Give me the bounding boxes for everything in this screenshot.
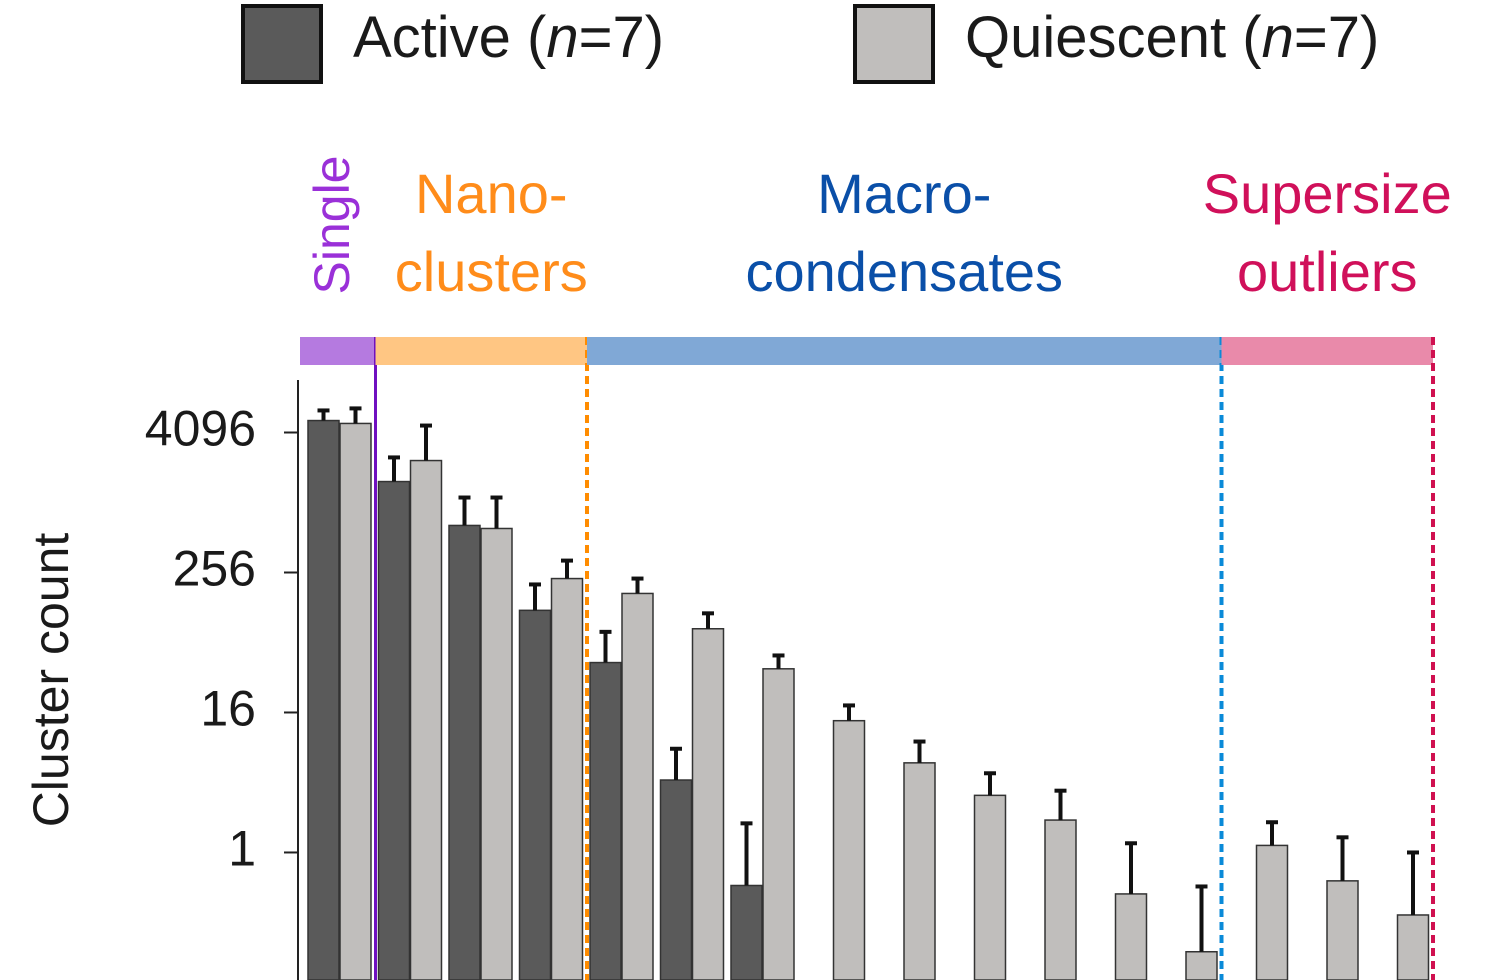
region-label: Macro- [817, 162, 991, 225]
error-bar [1125, 841, 1137, 894]
error-bar [599, 629, 612, 663]
error-bar [349, 406, 362, 424]
bar [448, 524, 481, 980]
error-bar [631, 576, 644, 594]
y-tick-label: 256 [173, 541, 256, 597]
legend-label: Quiescent (n=7) [965, 5, 1379, 70]
bar [480, 527, 513, 980]
bar [1185, 950, 1218, 980]
error-bar [1195, 884, 1208, 952]
bar [730, 884, 763, 980]
error-bar [529, 582, 541, 611]
bar [621, 592, 654, 980]
bar [691, 628, 725, 980]
error-bar [490, 495, 503, 529]
error-bar [843, 703, 855, 721]
region-band [587, 337, 1222, 365]
region-label: Single [304, 156, 360, 295]
error-bar [1266, 820, 1278, 846]
error-bar [388, 455, 400, 482]
bar [377, 480, 411, 980]
region-label: Supersize [1203, 162, 1452, 225]
legend-swatch [853, 4, 935, 84]
y-tick-label: 1 [228, 821, 256, 877]
bar [550, 577, 584, 980]
error-bar [670, 746, 682, 781]
y-axis-label: Cluster count [23, 533, 79, 828]
error-bar [913, 739, 926, 763]
bar [409, 459, 443, 980]
bar [903, 762, 936, 980]
bar [659, 779, 693, 980]
bar [1326, 880, 1359, 980]
error-bar [740, 821, 753, 886]
legend-swatch [241, 4, 323, 84]
bar [832, 719, 866, 980]
y-tick-label: 16 [200, 681, 256, 737]
error-bar [1407, 850, 1419, 915]
region-label: condensates [745, 240, 1063, 303]
bar [762, 668, 795, 980]
error-bar [702, 611, 714, 629]
error-bar [984, 771, 996, 796]
error-bar [1336, 835, 1349, 881]
error-bar [561, 558, 573, 579]
bar [589, 661, 622, 980]
error-bar [458, 495, 471, 526]
bar [307, 419, 340, 980]
error-bar [772, 653, 785, 669]
bar [1255, 844, 1289, 980]
error-bar [317, 408, 330, 421]
bar [1114, 893, 1148, 980]
error-bar [420, 423, 432, 461]
bar [518, 609, 552, 980]
region-label: Nano- [415, 162, 568, 225]
bar [339, 422, 372, 980]
region-label: clusters [395, 240, 588, 303]
legend-label: Active (n=7) [353, 5, 664, 70]
bar [1396, 914, 1430, 980]
region-band [1221, 337, 1433, 365]
y-tick-label: 4096 [145, 401, 256, 457]
region-band [300, 337, 376, 365]
region-band [375, 337, 587, 365]
error-bar [1054, 788, 1067, 821]
region-label: outliers [1237, 240, 1418, 303]
bar [973, 794, 1007, 980]
bar [1044, 819, 1077, 980]
